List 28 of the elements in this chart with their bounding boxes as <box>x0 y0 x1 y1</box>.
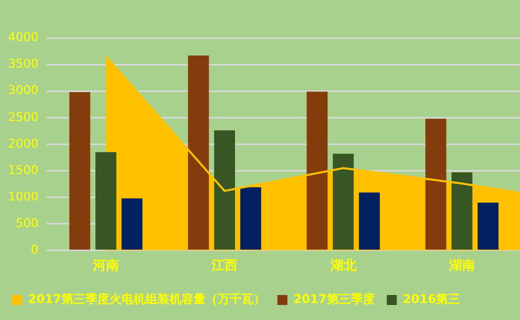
y-tick-label: 1500 <box>8 162 39 177</box>
bar <box>306 92 328 250</box>
y-tick-label: 3500 <box>8 56 39 71</box>
bar <box>214 130 236 250</box>
legend-label: 2017第三季度火电机组装机容量（万千瓦） <box>28 292 266 306</box>
y-tick-label: 0 <box>30 242 39 257</box>
bar <box>478 202 499 250</box>
legend-label: 2016第三 <box>402 292 460 306</box>
bar <box>358 192 380 250</box>
bar <box>69 92 90 250</box>
x-tick-label: 湖南 <box>448 258 475 274</box>
x-tick-label: 河南 <box>92 258 119 274</box>
x-tick-label: 江西 <box>210 258 238 274</box>
bar <box>452 172 472 250</box>
y-tick-label: 2500 <box>8 110 39 124</box>
y-tick-label: 4000 <box>8 30 39 44</box>
bar <box>425 118 446 250</box>
bar <box>95 152 116 250</box>
bar <box>122 198 142 250</box>
legend-label: 2017第三季度 <box>293 292 375 306</box>
y-tick-label: 1000 <box>8 189 39 204</box>
bar <box>188 56 209 250</box>
y-tick-label: 2000 <box>8 136 39 150</box>
y-tick-label: 500 <box>16 216 39 230</box>
bar <box>332 154 354 250</box>
bar <box>240 187 262 250</box>
y-tick-label: 3000 <box>8 83 39 98</box>
x-tick-label: 湖北 <box>329 258 358 274</box>
